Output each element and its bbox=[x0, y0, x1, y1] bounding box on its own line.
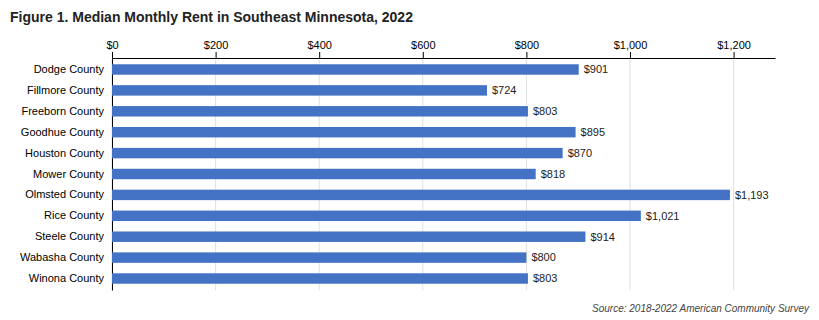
data-label: $914 bbox=[590, 231, 614, 243]
x-tick: $1,000 bbox=[614, 39, 648, 58]
y-axis: Dodge County Fillmore County Freeborn Coun… bbox=[20, 59, 112, 291]
x-tick-mark bbox=[526, 52, 527, 58]
y-tick-label: Olmsted County bbox=[25, 188, 104, 200]
y-tick-label: Goodhue County bbox=[21, 126, 105, 138]
y-tick-label: Steele County bbox=[35, 230, 105, 242]
grid-line bbox=[629, 58, 630, 290]
chart-container: Figure 1. Median Monthly Rent in Southea… bbox=[0, 0, 819, 320]
bar bbox=[112, 127, 576, 137]
bar bbox=[112, 211, 641, 221]
data-label: $724 bbox=[492, 84, 516, 96]
y-tick: Houston County bbox=[25, 147, 104, 159]
y-tick: Olmsted County bbox=[25, 188, 104, 200]
bar bbox=[112, 106, 528, 116]
y-tick-label: Freeborn County bbox=[21, 105, 104, 117]
x-tick: $1,200 bbox=[717, 39, 751, 58]
y-tick: Fillmore County bbox=[27, 84, 105, 96]
x-tick-mark bbox=[112, 52, 113, 58]
y-tick-label: Houston County bbox=[25, 147, 104, 159]
x-tick: $0 bbox=[106, 39, 118, 58]
x-tick-mark bbox=[630, 52, 631, 58]
y-tick-label: Rice County bbox=[44, 209, 104, 221]
x-axis: $0 $200 $400 $600 $800 $1,000 $1,200 bbox=[106, 39, 775, 59]
x-tick: $200 bbox=[204, 39, 228, 58]
data-labels: $901 $724 $803 $895 $870$818 $1,193 $1,021 $914… bbox=[492, 63, 769, 284]
x-tick-label: $200 bbox=[204, 39, 228, 51]
y-tick: Steele County bbox=[35, 230, 105, 242]
y-tick: Dodge County bbox=[34, 63, 105, 75]
x-tick-label: $800 bbox=[515, 39, 539, 51]
grid-line bbox=[733, 58, 734, 290]
x-tick: $600 bbox=[411, 39, 435, 58]
data-label: $901 bbox=[584, 63, 608, 75]
y-tick: Freeborn County bbox=[21, 105, 104, 117]
y-tick-label: Mower County bbox=[33, 168, 104, 180]
data-label: $1,021 bbox=[646, 210, 680, 222]
bar bbox=[112, 148, 563, 158]
y-tick: Wabasha County bbox=[20, 251, 104, 263]
data-label: $800 bbox=[531, 251, 555, 263]
bar bbox=[112, 169, 536, 179]
x-tick-label: $0 bbox=[106, 39, 118, 51]
data-label: $803 bbox=[533, 105, 557, 117]
x-tick: $400 bbox=[307, 39, 331, 58]
bar bbox=[112, 64, 579, 74]
y-tick-label: Wabasha County bbox=[20, 251, 104, 263]
chart: Figure 1. Median Monthly Rent in Southea… bbox=[0, 0, 819, 320]
x-tick-mark bbox=[423, 52, 424, 58]
annotation: Source: 2018-2022 American Community Sur… bbox=[592, 303, 810, 314]
x-tick-label: $600 bbox=[411, 39, 435, 51]
data-label: $818 bbox=[541, 168, 565, 180]
y-tick: Goodhue County bbox=[21, 126, 105, 138]
y-tick: Winona County bbox=[29, 272, 105, 284]
x-tick-label: $400 bbox=[307, 39, 331, 51]
data-label: $1,193 bbox=[735, 189, 769, 201]
bar bbox=[112, 252, 526, 262]
y-tick-label: Dodge County bbox=[34, 63, 105, 75]
bar bbox=[112, 273, 528, 283]
y-tick: Mower County bbox=[33, 168, 104, 180]
grid bbox=[112, 58, 734, 290]
x-tick-label: $1,000 bbox=[614, 39, 648, 51]
x-tick-mark bbox=[216, 52, 217, 58]
x-tick: $800 bbox=[515, 39, 539, 58]
bars bbox=[112, 64, 730, 283]
bar bbox=[112, 190, 730, 200]
title: Figure 1. Median Monthly Rent in Southea… bbox=[10, 9, 413, 25]
data-label: $803 bbox=[533, 272, 557, 284]
bar bbox=[112, 85, 487, 95]
data-label: $870 bbox=[568, 147, 592, 159]
x-axis-line bbox=[113, 58, 776, 59]
x-tick-label: $1,200 bbox=[717, 39, 751, 51]
x-tick-mark bbox=[319, 52, 320, 58]
bar bbox=[112, 231, 585, 241]
data-label: $895 bbox=[581, 126, 605, 138]
y-tick-label: Fillmore County bbox=[27, 84, 105, 96]
x-tick-mark bbox=[734, 52, 735, 58]
y-tick-label: Winona County bbox=[29, 272, 105, 284]
y-tick: Rice County bbox=[44, 209, 104, 221]
